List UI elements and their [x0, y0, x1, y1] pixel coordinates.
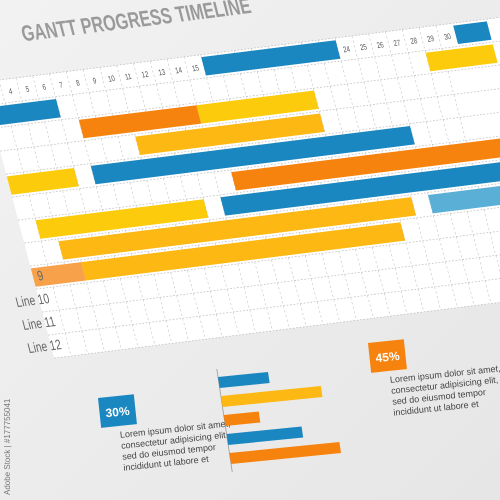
row-line — [30, 200, 500, 267]
grid-line — [32, 75, 105, 352]
x-tick-label: 27 — [392, 37, 401, 48]
grid-line — [99, 67, 173, 344]
x-tick-label: 30 — [443, 31, 452, 42]
badge — [368, 339, 407, 373]
x-tick-label: 26 — [376, 39, 385, 50]
row-line — [0, 62, 500, 129]
gantt-bar — [220, 159, 500, 216]
grid-line — [15, 77, 89, 354]
row-line — [36, 223, 500, 290]
x-tick-label: 8 — [75, 77, 81, 87]
gantt-bar — [201, 40, 341, 76]
x-tick-label: 25 — [359, 42, 368, 53]
grid-line — [183, 56, 257, 333]
grid-line — [267, 46, 341, 323]
x-tick-label: 5 — [24, 84, 30, 94]
grid-line — [82, 69, 156, 346]
row-label: 9 — [35, 268, 45, 284]
x-tick-label: 14 — [174, 65, 183, 76]
x-tick-label: 13 — [157, 67, 166, 78]
x-tick-label: 7 — [58, 80, 64, 90]
gantt-bar — [453, 21, 492, 44]
gantt-bar — [35, 199, 209, 239]
badge-text: 45% — [375, 349, 401, 365]
mini-bar — [223, 411, 261, 426]
bottom-area: 30%Lorem ipsum dolor sit amet,consectetu… — [98, 339, 500, 473]
row-line — [18, 154, 500, 221]
gantt-bar — [231, 136, 500, 191]
gantt-bar — [30, 262, 87, 287]
grid-line — [351, 35, 425, 312]
row-label: Line 12 — [26, 337, 63, 357]
gantt-bar — [425, 44, 498, 72]
row-line — [0, 85, 500, 152]
mini-bar — [218, 371, 270, 388]
gantt-bar — [428, 180, 500, 214]
gantt-bar — [135, 113, 325, 155]
x-tick-label: 15 — [191, 63, 200, 74]
row-label: Line 11 — [21, 314, 57, 334]
info-card: 30%Lorem ipsum dolor sit amet,consectetu… — [98, 394, 231, 473]
row-line — [42, 246, 500, 313]
gantt-bar — [196, 90, 319, 124]
mini-bar — [220, 385, 323, 407]
row-line — [6, 108, 500, 175]
mini-bar-chart — [216, 368, 342, 473]
gantt-bar — [6, 167, 79, 195]
gantt-chart: GANTT PROGRESS TIMELINE 4 5 6 7 8 9 10 11 12 13 14… — [0, 0, 500, 359]
row-line — [48, 269, 500, 336]
row-line — [0, 39, 500, 106]
row-label: Line 10 — [14, 291, 51, 311]
grid-line — [418, 27, 492, 304]
x-tick-label: 4 — [8, 86, 14, 96]
mini-bar — [226, 426, 304, 445]
x-tick-label: 6 — [41, 82, 47, 92]
x-tick-label: 29 — [426, 33, 435, 44]
gantt-bar — [0, 98, 61, 126]
x-tick-label: 10 — [107, 73, 116, 84]
badge — [98, 394, 137, 428]
grid-line — [166, 58, 240, 336]
watermark: Adobe Stock | #177755041 — [3, 398, 12, 495]
row-line — [12, 131, 500, 198]
gantt-bar — [58, 197, 417, 260]
x-tick-label: 24 — [342, 44, 351, 55]
grid-line — [334, 37, 408, 315]
grid-line — [250, 48, 324, 325]
x-tick-label: 12 — [140, 69, 149, 80]
grid-line — [0, 79, 72, 357]
x-tick-label: 11 — [124, 71, 133, 82]
row-line — [54, 292, 500, 359]
row-line — [24, 177, 500, 244]
x-tick-label: 28 — [409, 35, 418, 46]
gantt-bar — [90, 125, 415, 185]
gantt-bar — [81, 222, 406, 281]
badge-text: 30% — [105, 404, 131, 420]
mini-bar — [229, 441, 342, 464]
row-line — [0, 16, 500, 83]
gantt-bar — [78, 105, 202, 139]
x-tick-label: 9 — [92, 75, 98, 85]
